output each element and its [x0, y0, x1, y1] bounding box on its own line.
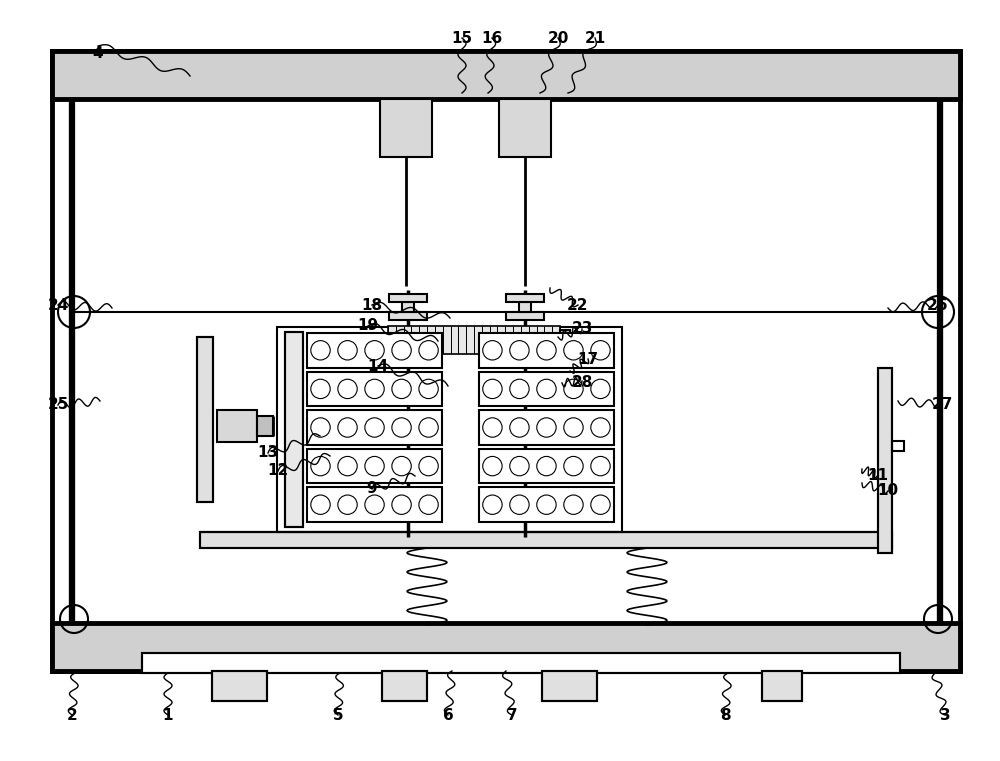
Bar: [307, 333, 442, 368]
Bar: [197, 337, 213, 502]
Bar: [762, 671, 802, 701]
Bar: [479, 487, 614, 522]
Text: 14: 14: [367, 359, 389, 374]
Text: 10: 10: [877, 483, 899, 498]
Text: 24: 24: [47, 298, 69, 314]
Bar: [285, 332, 303, 527]
Text: 2: 2: [67, 708, 77, 723]
Bar: [479, 333, 614, 368]
Bar: [212, 671, 267, 701]
Bar: [506, 294, 544, 302]
Text: 9: 9: [367, 481, 377, 496]
Bar: [52, 51, 960, 671]
Bar: [285, 332, 303, 527]
Bar: [52, 623, 960, 671]
Text: 16: 16: [481, 30, 503, 46]
Text: 7: 7: [507, 708, 517, 723]
Bar: [142, 653, 900, 673]
Bar: [389, 294, 427, 302]
Text: 1: 1: [163, 708, 173, 723]
Text: 25: 25: [47, 397, 69, 412]
Text: 17: 17: [577, 352, 599, 367]
Bar: [217, 410, 257, 442]
Bar: [382, 671, 427, 701]
Bar: [762, 671, 802, 701]
Bar: [479, 410, 614, 444]
Bar: [307, 371, 442, 406]
Text: 4: 4: [93, 46, 103, 61]
Bar: [277, 327, 622, 532]
Bar: [389, 312, 427, 320]
Bar: [52, 51, 960, 99]
Bar: [200, 532, 892, 548]
Bar: [388, 326, 560, 354]
Text: 12: 12: [267, 463, 289, 478]
Bar: [380, 99, 432, 157]
Text: 5: 5: [333, 708, 343, 723]
Bar: [542, 671, 597, 701]
Bar: [542, 671, 597, 701]
Text: 21: 21: [584, 30, 606, 46]
Text: 20: 20: [547, 30, 569, 46]
Bar: [499, 99, 551, 157]
Bar: [142, 653, 900, 673]
Bar: [307, 487, 442, 522]
Bar: [200, 532, 892, 548]
Bar: [52, 623, 960, 671]
Bar: [560, 330, 570, 350]
Text: 11: 11: [868, 468, 889, 483]
Bar: [197, 337, 213, 502]
Bar: [878, 368, 892, 553]
Bar: [892, 441, 904, 451]
Bar: [878, 368, 892, 553]
Text: 26: 26: [927, 298, 949, 314]
Bar: [382, 671, 427, 701]
Text: 13: 13: [257, 445, 279, 460]
Bar: [519, 302, 531, 312]
Bar: [257, 416, 273, 436]
Text: 18: 18: [361, 298, 383, 314]
Text: 23: 23: [571, 321, 593, 336]
Bar: [52, 51, 960, 99]
Bar: [307, 410, 442, 444]
Bar: [479, 371, 614, 406]
Text: 15: 15: [451, 30, 473, 46]
Text: 22: 22: [567, 298, 589, 314]
Text: 19: 19: [357, 318, 379, 333]
Bar: [212, 671, 267, 701]
Text: 3: 3: [940, 708, 950, 723]
Bar: [402, 302, 414, 312]
Bar: [506, 312, 544, 320]
Text: 8: 8: [720, 708, 730, 723]
Text: 27: 27: [931, 397, 953, 412]
Bar: [479, 449, 614, 483]
Bar: [307, 449, 442, 483]
Text: 6: 6: [443, 708, 453, 723]
Text: 28: 28: [571, 374, 593, 390]
